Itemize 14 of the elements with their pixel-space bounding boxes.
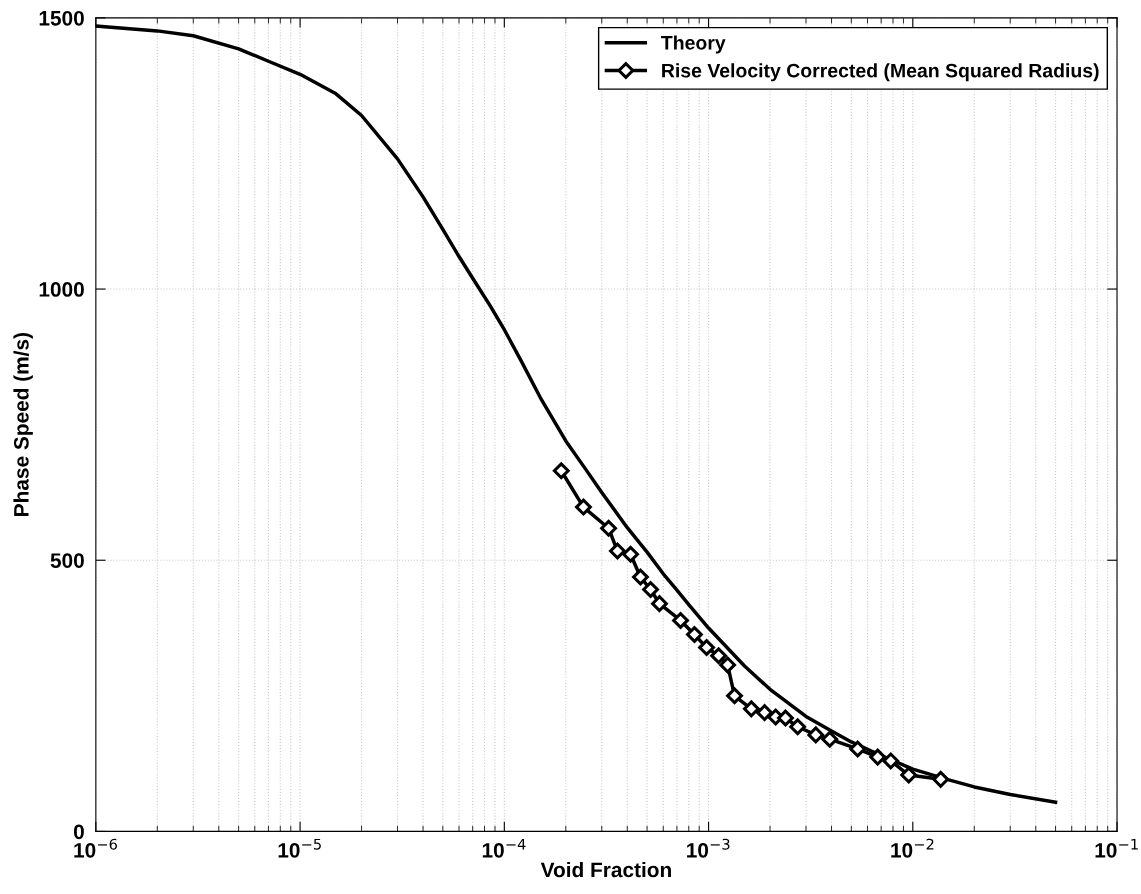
x-tick-label: 10$^{−6}$ bbox=[74, 838, 117, 858]
legend-label: Rise Velocity Corrected (Mean Squared Radius) bbox=[662, 63, 1099, 82]
y-tick-label: 0 bbox=[73, 824, 84, 840]
x-tick-label: 10$^{−5}$ bbox=[278, 838, 321, 858]
legend-label: Theory bbox=[661, 35, 726, 54]
x-tick-label: 10$^{−2}$ bbox=[891, 838, 934, 858]
y-tick-label: 500 bbox=[50, 553, 84, 568]
x-tick-label: 10$^{−3}$ bbox=[687, 838, 730, 858]
y-tick-label: 1500 bbox=[39, 10, 84, 26]
y-axis-title: Phase Speed (m/s) bbox=[13, 333, 33, 516]
y-tick-label: 1000 bbox=[39, 282, 84, 297]
x-tick-label: 10$^{−1}$ bbox=[1095, 838, 1138, 858]
x-axis-title: Void Fraction bbox=[540, 861, 671, 878]
x-tick-label: 10$^{−4}$ bbox=[482, 838, 526, 858]
